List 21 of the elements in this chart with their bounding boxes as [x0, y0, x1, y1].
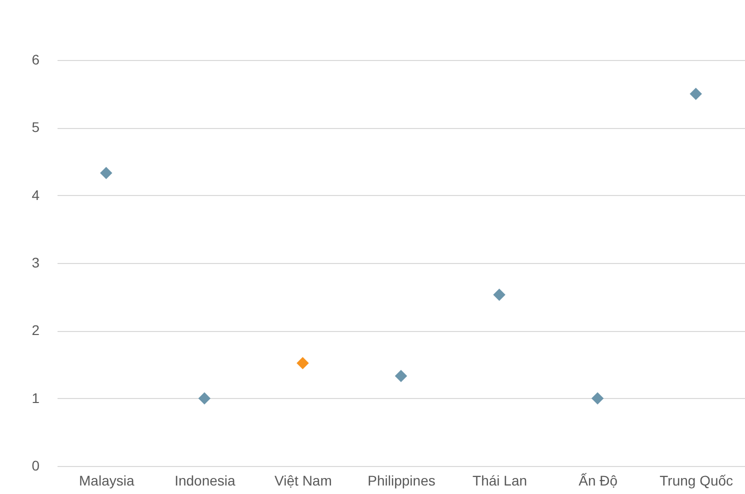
y-tick-label: 4 — [32, 186, 40, 203]
y-tick-label: 1 — [32, 390, 40, 406]
y-tick-label: 0 — [32, 458, 40, 474]
point — [296, 357, 309, 370]
point — [591, 392, 604, 404]
x-tick-label: Trung Quốc — [660, 472, 734, 488]
y-tick-label: 5 — [32, 119, 40, 136]
y-tick-label: 6 — [32, 52, 40, 68]
x-tick-label: Thái Lan — [472, 472, 528, 488]
point — [493, 288, 506, 301]
x-tick-label: Indonesia — [174, 472, 236, 488]
x-tick-label: Philippines — [368, 472, 436, 488]
point — [690, 88, 702, 100]
y-tick-label: 2 — [32, 322, 40, 338]
point — [394, 370, 408, 382]
x-tick-label: Việt Nam — [274, 472, 332, 488]
y-tick-label: 3 — [32, 254, 40, 270]
x-tick-label: Ấn Độ — [578, 472, 618, 488]
point — [100, 166, 112, 180]
x-tick-label: Malaysia — [79, 472, 134, 488]
point — [198, 392, 211, 404]
